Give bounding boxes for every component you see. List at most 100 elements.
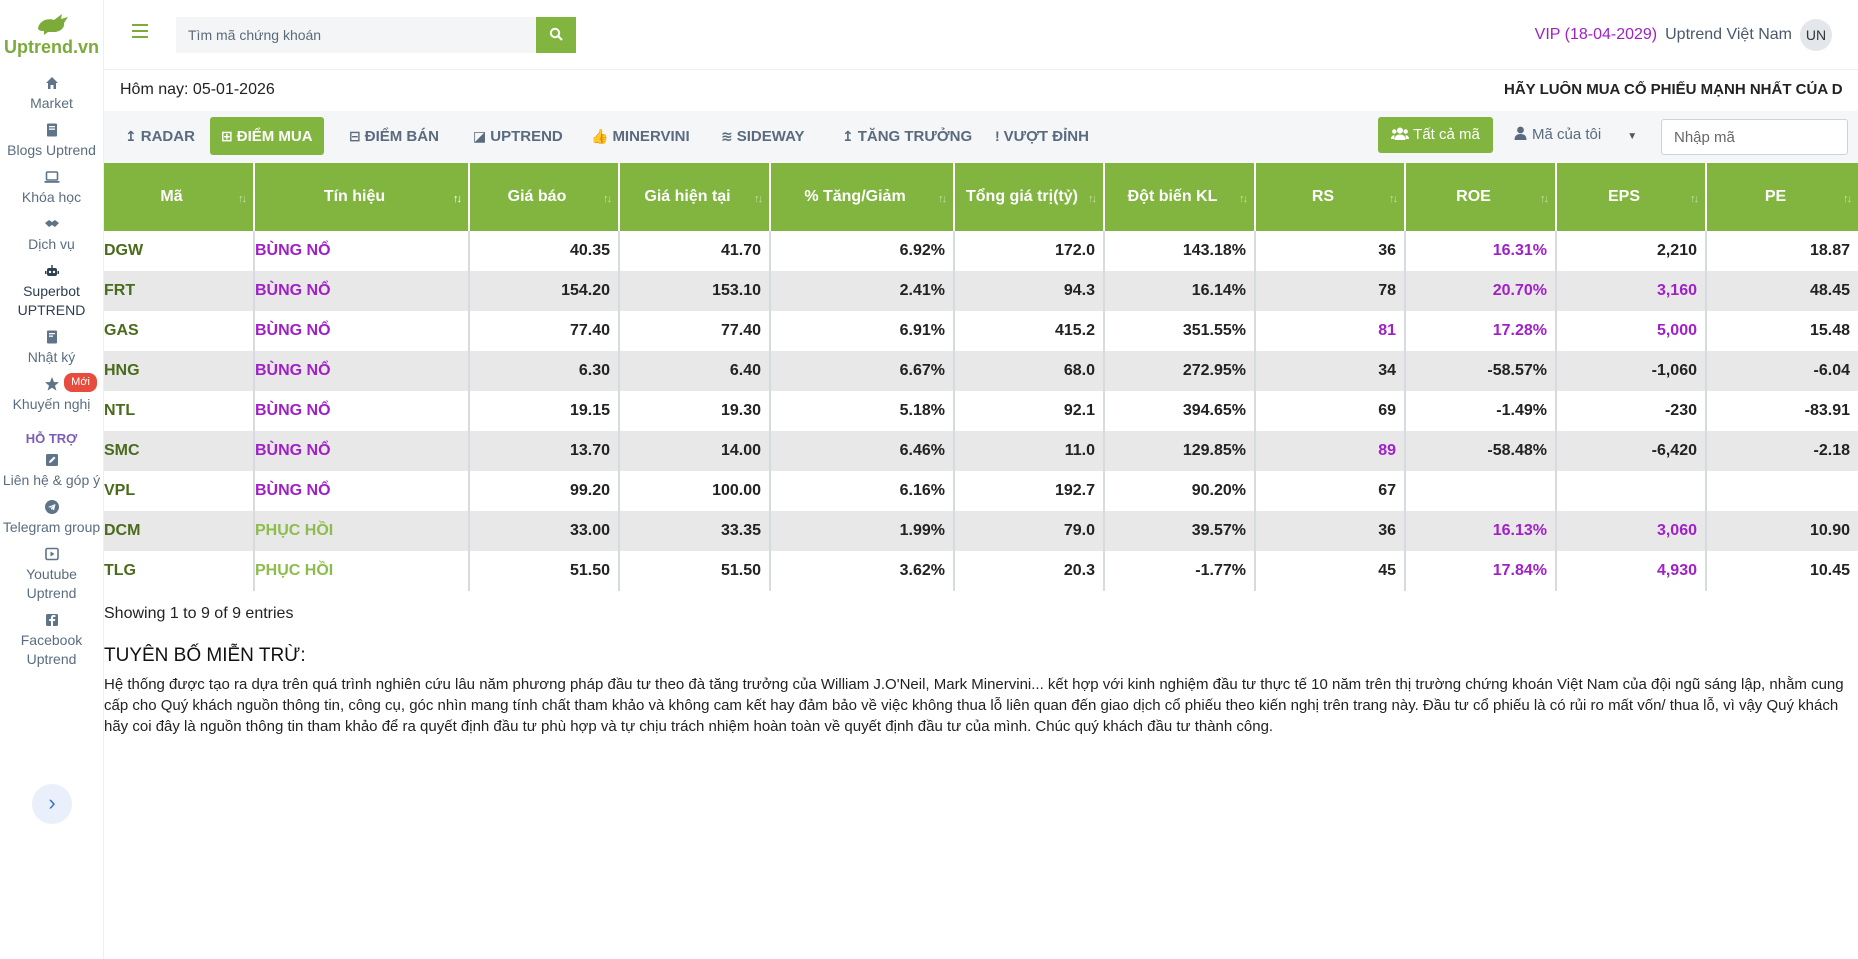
table-row[interactable]: SMC BÙNG NỔ 13.70 14.00 6.46% 11.0 129.8…: [104, 431, 1858, 471]
sidebar-item-facebook[interactable]: Facebook Uptrend: [0, 607, 103, 673]
cell-roe: 17.28%: [1405, 311, 1557, 351]
sidebar-item-journal[interactable]: Nhật ký: [0, 324, 103, 371]
column-header-alert-price[interactable]: Giá báo ↑↓: [469, 163, 620, 231]
column-header-change[interactable]: % Tăng/Giảm ↑↓: [770, 163, 955, 231]
menu-icon[interactable]: [132, 24, 148, 38]
my-codes-dropdown[interactable]: Mã của tôi ▼: [1514, 117, 1637, 153]
table-row[interactable]: DCM PHỤC HỒI 33.00 33.35 1.99% 79.0 39.5…: [104, 511, 1858, 551]
table-row[interactable]: GAS BÙNG NỔ 77.40 77.40 6.91% 415.2 351.…: [104, 311, 1858, 351]
column-header-signal[interactable]: Tín hiệu ↑↓: [254, 163, 470, 231]
column-header-eps[interactable]: EPS ↑↓: [1556, 163, 1707, 231]
cell-code[interactable]: NTL: [104, 391, 255, 431]
sidebar-item-label: Superbot UPTREND: [17, 283, 86, 318]
table-row[interactable]: NTL BÙNG NỔ 19.15 19.30 5.18% 92.1 394.6…: [104, 391, 1858, 431]
table-row[interactable]: DGW BÙNG NỔ 40.35 41.70 6.92% 172.0 143.…: [104, 231, 1858, 271]
cell-signal: BÙNG NỔ: [254, 471, 470, 511]
tab-sell-point[interactable]: ⊟ ĐIỂM BÁN: [338, 117, 450, 155]
tab-label: TĂNG TRƯỞNG: [857, 128, 973, 145]
sidebar-item-telegram[interactable]: Telegram group: [0, 494, 103, 541]
tab-buy-point[interactable]: ⊞ ĐIỂM MUA: [210, 117, 324, 155]
sort-icon: ↑↓: [754, 193, 763, 205]
column-header-rs[interactable]: RS ↑↓: [1255, 163, 1406, 231]
cell-eps: [1556, 471, 1707, 511]
cell-code[interactable]: FRT: [104, 271, 255, 311]
tab-minervini[interactable]: 👍 MINERVINI: [580, 117, 701, 155]
sidebar-item-label: Facebook Uptrend: [20, 632, 83, 667]
column-header-pe[interactable]: PE ↑↓: [1706, 163, 1858, 231]
cell-pe: 48.45: [1706, 271, 1858, 311]
cell-roe: 17.84%: [1405, 551, 1557, 591]
youtube-icon: [44, 547, 59, 561]
sidebar-item-contact[interactable]: Liên hệ & góp ý: [0, 447, 103, 494]
tab-uptrend[interactable]: ◪ UPTREND: [462, 117, 574, 155]
cell-alert-price: 33.00: [469, 511, 620, 551]
cell-code[interactable]: SMC: [104, 431, 255, 471]
cell-pe: [1706, 471, 1858, 511]
cell-code[interactable]: TLG: [104, 551, 255, 591]
search-input[interactable]: [176, 17, 536, 53]
sidebar-item-market[interactable]: Market: [0, 70, 103, 117]
tab-radar[interactable]: ↥ RADAR: [114, 117, 206, 155]
cell-change: 2.41%: [770, 271, 955, 311]
tab-sideway[interactable]: ≋ SIDEWAY: [710, 117, 816, 155]
column-header-roe[interactable]: ROE ↑↓: [1405, 163, 1557, 231]
sidebar-item-blogs[interactable]: Blogs Uptrend: [0, 117, 103, 164]
cell-volume-spike: 272.95%: [1104, 351, 1256, 391]
cell-eps: -6,420: [1556, 431, 1707, 471]
cell-pe: -83.91: [1804, 402, 1850, 419]
book-icon: [46, 123, 57, 137]
column-header-current-price[interactable]: Giá hiện tại ↑↓: [619, 163, 771, 231]
disclaimer-title: TUYÊN BỐ MIỄN TRỪ:: [104, 645, 306, 666]
sidebar-item-courses[interactable]: Khóa học: [0, 164, 103, 211]
username[interactable]: Uptrend Việt Nam: [1665, 26, 1792, 43]
cell-alert-price: 99.20: [469, 471, 620, 511]
my-codes-label: Mã của tôi: [1532, 126, 1602, 143]
cell-code[interactable]: DCM: [104, 511, 255, 551]
cell-change: 6.92%: [770, 231, 955, 271]
account-area: VIP (18-04-2029) Uptrend Việt Nam UN: [1535, 19, 1832, 51]
top-bar: VIP (18-04-2029) Uptrend Việt Nam UN: [104, 0, 1858, 70]
tab-breakout[interactable]: ! VƯỢT ĐỈNH: [984, 117, 1100, 155]
sidebar-item-label: Market: [30, 95, 73, 111]
cell-volume-spike: 39.57%: [1104, 511, 1256, 551]
sort-icon: ↑↓: [1540, 193, 1549, 205]
cell-alert-price: 19.15: [469, 391, 620, 431]
cell-code[interactable]: GAS: [104, 311, 255, 351]
tab-label: RADAR: [140, 128, 195, 145]
code-input[interactable]: [1661, 119, 1848, 155]
sort-icon: ↑↓: [453, 193, 462, 205]
table-row[interactable]: TLG PHỤC HỒI 51.50 51.50 3.62% 20.3 -1.7…: [104, 551, 1858, 591]
cell-change: 6.67%: [770, 351, 955, 391]
sidebar-item-label: Dịch vụ: [28, 236, 75, 252]
cell-total-value: 192.7: [954, 471, 1105, 511]
cell-total-value: 92.1: [954, 391, 1105, 431]
logo[interactable]: Uptrend.vn: [0, 0, 103, 70]
cell-code[interactable]: VPL: [104, 471, 255, 511]
search-button[interactable]: [536, 17, 576, 53]
telegram-icon: [44, 500, 59, 514]
journal-icon: [46, 330, 57, 344]
avatar[interactable]: UN: [1800, 19, 1832, 51]
column-header-volume-spike[interactable]: Đột biến KL ↑↓: [1104, 163, 1256, 231]
sidebar-item-services[interactable]: Dịch vụ: [0, 211, 103, 258]
column-header-code[interactable]: Mã ↑↓: [104, 163, 255, 231]
sidebar-item-superbot[interactable]: Superbot UPTREND: [0, 258, 103, 324]
cell-code[interactable]: DGW: [104, 231, 255, 271]
table-row[interactable]: FRT BÙNG NỔ 154.20 153.10 2.41% 94.3 16.…: [104, 271, 1858, 311]
tab-growth[interactable]: ↥ TĂNG TRƯỞNG: [831, 117, 983, 155]
all-codes-button[interactable]: Tất cả mã: [1378, 117, 1493, 153]
sort-icon: ↑↓: [238, 193, 247, 205]
table-row[interactable]: VPL BÙNG NỔ 99.20 100.00 6.16% 192.7 90.…: [104, 471, 1858, 511]
cell-rs: 69: [1255, 391, 1406, 431]
vip-status: VIP (18-04-2029): [1534, 26, 1658, 43]
cell-current-price: 19.30: [619, 391, 771, 431]
cell-code[interactable]: HNG: [104, 351, 255, 391]
table-row[interactable]: HNG BÙNG NỔ 6.30 6.40 6.67% 68.0 272.95%…: [104, 351, 1858, 391]
cell-current-price: 51.50: [619, 551, 771, 591]
sidebar-item-youtube[interactable]: Youtube Uptrend: [0, 541, 103, 607]
sidebar-expand-button[interactable]: ›: [32, 784, 72, 824]
column-header-total-value[interactable]: Tổng giá trị(tỷ) ↑↓: [954, 163, 1105, 231]
sidebar-item-recommendations[interactable]: Mới Khuyến nghị: [0, 371, 103, 418]
cell-signal: BÙNG NỔ: [254, 311, 470, 351]
cell-pe: 10.45: [1809, 562, 1850, 579]
